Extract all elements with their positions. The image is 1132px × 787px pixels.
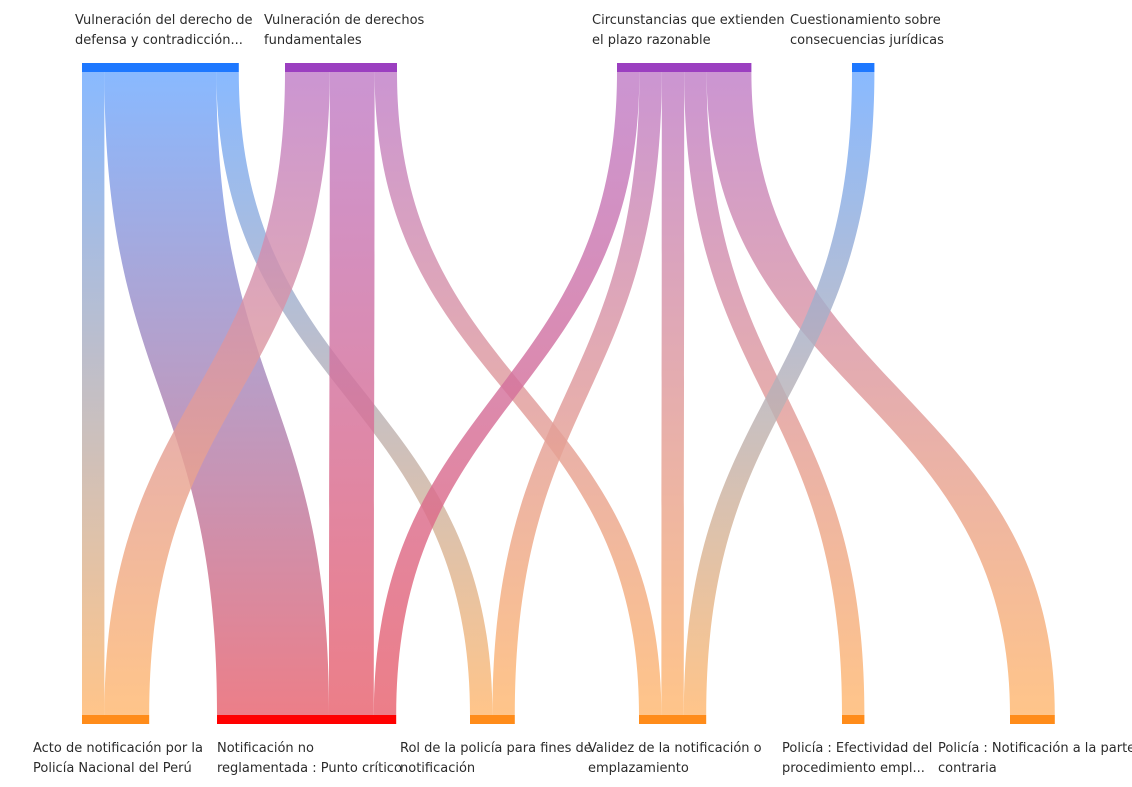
node-bar-b2[interactable] (217, 715, 397, 724)
node-label-line: consecuencias jurídicas (790, 33, 944, 48)
node-bar-t2[interactable] (285, 63, 397, 72)
node-label-b3: Rol de la policía para fines de notificac… (400, 741, 592, 776)
sankey-nodes (82, 63, 1055, 724)
node-label-b6: Policía : Notificación a la parte contrar… (938, 741, 1132, 776)
node-bar-b4[interactable] (639, 715, 707, 724)
node-label-line: contraria (938, 761, 997, 776)
flow-t3-to-b4[interactable] (661, 72, 685, 715)
node-label-line: el plazo razonable (592, 33, 711, 48)
node-label-line: fundamentales (264, 33, 362, 48)
node-label-t3: Circunstancias que extienden el plazo raz… (592, 13, 785, 48)
node-bar-b6[interactable] (1010, 715, 1055, 724)
flow-t4-to-b4[interactable] (683, 72, 875, 715)
flow-t3-to-b3[interactable] (492, 72, 662, 715)
node-label-line: procedimiento empl... (782, 761, 925, 776)
node-bar-b5[interactable] (842, 715, 865, 724)
node-label-line: Validez de la notificación o (588, 741, 762, 756)
flow-t3-to-b6[interactable] (706, 72, 1055, 715)
node-label-line: Cuestionamiento sobre (790, 13, 941, 28)
node-bar-t1[interactable] (82, 63, 239, 72)
flow-t2-to-b2[interactable] (329, 72, 375, 715)
node-bar-b1[interactable] (82, 715, 150, 724)
flow-t1-to-b1[interactable] (82, 72, 105, 715)
node-label-b5: Policía : Efectividad del procedimiento e… (782, 741, 932, 776)
flow-t2-to-b1[interactable] (104, 72, 330, 715)
node-label-line: Circunstancias que extienden (592, 13, 785, 28)
node-label-b1: Acto de notificación por la Policía Nacio… (33, 741, 203, 776)
node-label-line: Vulneración del derecho de (75, 13, 253, 28)
node-label-line: Vulneración de derechos (264, 13, 425, 28)
node-label-line: notificación (400, 761, 475, 776)
node-label-line: Policía Nacional del Perú (33, 761, 192, 776)
node-bar-t4[interactable] (852, 63, 875, 72)
sankey-flows (82, 72, 1055, 715)
node-label-line: Acto de notificación por la (33, 741, 203, 756)
node-label-line: Policía : Notificación a la parte (938, 741, 1132, 756)
flow-t2-to-b4[interactable] (374, 72, 662, 715)
node-label-line: defensa y contradicción... (75, 33, 243, 48)
node-label-b2: Notificación no reglamentada : Punto crít… (217, 741, 402, 776)
flow-t3-to-b2[interactable] (373, 72, 640, 715)
sankey-labels: Vulneración del derecho de defensa y cont… (33, 13, 1132, 776)
node-label-t1: Vulneración del derecho de defensa y cont… (75, 13, 253, 48)
node-label-line: emplazamiento (588, 761, 689, 776)
node-label-b4: Validez de la notificación o emplazamient… (588, 741, 762, 776)
node-label-line: Policía : Efectividad del (782, 741, 932, 756)
node-label-line: Notificación no (217, 741, 314, 756)
node-label-t2: Vulneración de derechos fundamentales (264, 13, 425, 48)
node-label-line: Rol de la policía para fines de (400, 741, 592, 756)
node-label-t4: Cuestionamiento sobre consecuencias juríd… (790, 13, 944, 48)
node-bar-b3[interactable] (470, 715, 515, 724)
node-bar-t3[interactable] (617, 63, 752, 72)
node-label-line: reglamentada : Punto crítico (217, 761, 402, 776)
